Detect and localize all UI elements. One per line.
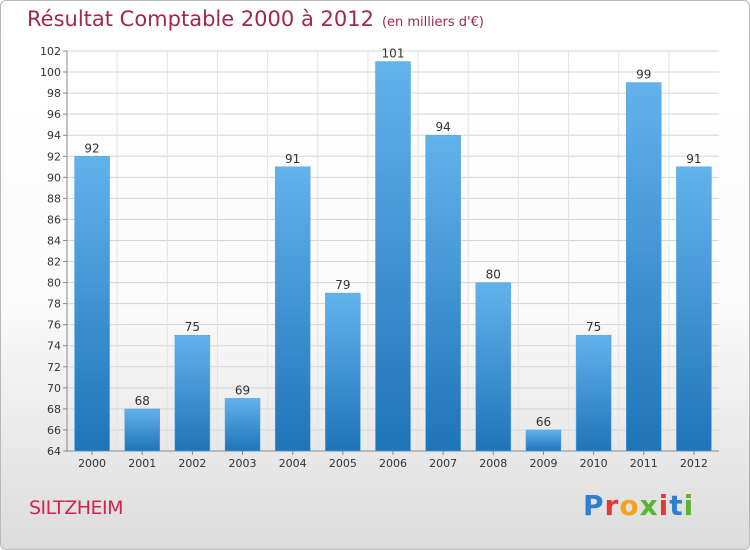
y-tick-label: 92 [47,150,61,163]
data-label: 91 [686,152,701,166]
bar [525,429,562,452]
y-tick-label: 78 [47,298,61,311]
data-label: 99 [636,68,651,82]
bar [475,282,512,452]
logo-letter: x [639,489,659,522]
y-tick-label: 82 [47,256,61,269]
data-label: 75 [185,320,200,334]
y-tick-label: 72 [47,361,61,374]
y-tick-label: 88 [47,192,61,205]
data-label: 75 [586,320,601,334]
y-tick-label: 86 [47,213,61,226]
y-tick-label: 76 [47,319,61,332]
x-tick-label: 2004 [279,457,307,470]
bar [626,82,662,452]
logo-letter: i [683,489,695,522]
x-tick-label: 2010 [580,457,608,470]
chart-subtitle: (en milliers d'€) [381,15,484,30]
data-label: 80 [486,268,501,282]
data-label: 68 [135,394,150,408]
x-tick-label: 2006 [379,457,407,470]
y-tick-label: 66 [47,424,61,437]
bar [124,408,160,452]
y-tick-label: 90 [47,171,61,184]
data-label: 94 [436,120,451,134]
y-tick-label: 64 [47,445,61,458]
logo-letter: t [669,489,684,522]
bar [375,61,411,452]
y-tick-label: 74 [47,340,61,353]
y-tick-label: 84 [47,234,61,247]
bar [224,398,261,452]
data-label: 91 [285,152,300,166]
y-tick-label: 68 [47,403,61,416]
data-labels: 92 68 75 69 91 79 101 94 80 66 75 99 91 [84,47,701,429]
proxiti-logo[interactable]: Proxiti [583,489,694,522]
chart-title: Résultat Comptable 2000 à 2012 (en millie… [27,7,484,31]
bar [325,292,361,452]
bar [274,166,311,452]
x-tick-label: 2005 [329,457,357,470]
logo-letter: P [583,489,605,522]
x-tick-label: 2003 [229,457,257,470]
data-label: 66 [536,415,551,429]
y-tick-label: 100 [40,66,61,79]
bar [74,156,110,452]
y-tick-label: 94 [47,129,61,142]
bar [676,166,712,452]
x-tick-label: 2012 [680,457,708,470]
y-tick-label: 98 [47,87,61,100]
data-label: 92 [84,141,99,155]
x-tick-label: 2008 [479,457,507,470]
logo-letter: i [658,489,670,522]
logo-letter: r [604,489,620,522]
y-tick-label: 70 [47,382,61,395]
x-tick-label: 2007 [429,457,457,470]
commune-name: SILTZHEIM [29,497,124,519]
y-tick-label: 96 [47,108,61,121]
bars [74,61,712,452]
chart-title-text: Résultat Comptable 2000 à 2012 [27,7,374,31]
data-label: 69 [235,383,250,397]
x-tick-label: 2011 [630,457,658,470]
x-tick-label: 2009 [529,457,557,470]
bar [575,334,612,452]
x-tick-label: 2000 [78,457,106,470]
data-label: 79 [335,278,350,292]
logo-letter: o [619,489,640,522]
bar [425,134,461,452]
bar [174,334,211,452]
y-tick-label: 80 [47,277,61,290]
y-tick-label: 102 [40,45,61,58]
data-label: 101 [382,47,405,61]
x-tick-label: 2002 [178,457,206,470]
x-tick-label: 2001 [128,457,156,470]
